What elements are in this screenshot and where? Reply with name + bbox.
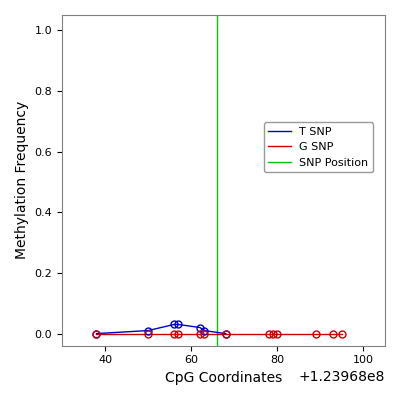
X-axis label: CpG Coordinates: CpG Coordinates <box>165 371 282 385</box>
Legend: T SNP, G SNP, SNP Position: T SNP, G SNP, SNP Position <box>264 122 373 172</box>
Y-axis label: Methylation Frequency: Methylation Frequency <box>15 101 29 260</box>
